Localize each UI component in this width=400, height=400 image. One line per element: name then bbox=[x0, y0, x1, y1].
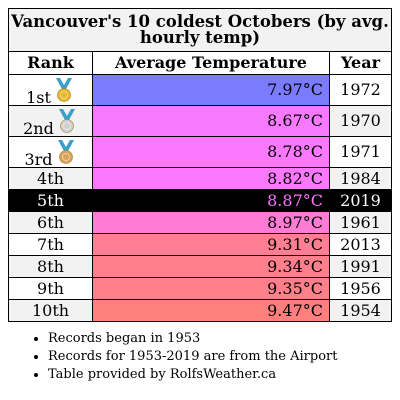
year-cell: 1972 bbox=[329, 74, 392, 106]
rank-label: 4th bbox=[37, 168, 64, 188]
temperature-cell: 9.34°C bbox=[92, 255, 330, 278]
temperature-cell: 9.35°C bbox=[92, 277, 330, 300]
year-cell: 1970 bbox=[329, 105, 392, 137]
table-row: 5th 8.87°C 2019 bbox=[8, 189, 392, 212]
rank-cell: 4th bbox=[8, 167, 93, 190]
rank-cell: 1st bbox=[8, 74, 93, 107]
temperature-cell: 8.78°C bbox=[92, 136, 330, 168]
table-row: 6th 8.97°C 1961 bbox=[8, 211, 392, 234]
records-table: Vancouver's 10 coldest Octobers (by avg.… bbox=[8, 8, 392, 322]
table-row: 2nd 8.67°C 1970 bbox=[8, 105, 392, 138]
note-item: Table provided by RolfsWeather.ca bbox=[48, 366, 337, 384]
year-cell: 2013 bbox=[329, 233, 392, 256]
notes-list: Records began in 1953 Records for 1953-2… bbox=[30, 330, 337, 384]
rank-cell: 9th bbox=[8, 277, 93, 300]
note-item: Records for 1953-2019 are from the Airpo… bbox=[48, 348, 337, 366]
year-cell: 1971 bbox=[329, 136, 392, 168]
temperature-cell: 9.47°C bbox=[92, 299, 330, 322]
table-row: 1st 7.97°C 1972 bbox=[8, 74, 392, 107]
temperature-cell: 9.31°C bbox=[92, 233, 330, 256]
table-row: 9th 9.35°C 1956 bbox=[8, 277, 392, 300]
table-row: 3rd 8.78°C 1971 bbox=[8, 136, 392, 169]
rank-label: 6th bbox=[37, 212, 64, 232]
note-item: Records began in 1953 bbox=[48, 330, 337, 348]
table-row: 8th 9.34°C 1991 bbox=[8, 255, 392, 278]
table-row: 7th 9.31°C 2013 bbox=[8, 233, 392, 256]
table-row: 4th 8.82°C 1984 bbox=[8, 167, 392, 190]
temperature-cell: 8.87°C bbox=[92, 189, 330, 212]
rank-cell: 3rd bbox=[8, 136, 93, 169]
temperature-cell: 8.67°C bbox=[92, 105, 330, 137]
year-cell: 1961 bbox=[329, 211, 392, 234]
rank-label: 10th bbox=[31, 300, 70, 320]
table-body: 1st 7.97°C 1972 2nd 8.67°C 1970 3rd 8.78°C 1971 4… bbox=[8, 74, 392, 322]
bronze-medal-icon bbox=[57, 140, 74, 164]
rank-cell: 5th bbox=[8, 189, 93, 212]
temperature-cell: 7.97°C bbox=[92, 74, 330, 106]
rank-label: 1st bbox=[26, 88, 51, 107]
rank-cell: 7th bbox=[8, 233, 93, 256]
year-cell: 1991 bbox=[329, 255, 392, 278]
year-cell: 2019 bbox=[329, 189, 392, 212]
rank-label: 5th bbox=[37, 190, 64, 210]
rank-label: 8th bbox=[37, 256, 64, 276]
year-cell: 1956 bbox=[329, 277, 392, 300]
temperature-cell: 8.97°C bbox=[92, 211, 330, 234]
temperature-cell: 8.82°C bbox=[92, 167, 330, 190]
year-cell: 1984 bbox=[329, 167, 392, 190]
year-header: Year bbox=[329, 51, 392, 75]
year-cell: 1954 bbox=[329, 299, 392, 322]
rank-cell: 8th bbox=[8, 255, 93, 278]
silver-medal-icon bbox=[58, 109, 75, 133]
table-title: Vancouver's 10 coldest Octobers (by avg.… bbox=[8, 8, 392, 52]
rank-cell: 2nd bbox=[8, 105, 93, 138]
temperature-header: Average Temperature bbox=[92, 51, 330, 75]
rank-label: 7th bbox=[37, 234, 64, 254]
rank-cell: 6th bbox=[8, 211, 93, 234]
gold-medal-icon bbox=[55, 78, 72, 102]
rank-label: 2nd bbox=[23, 119, 54, 138]
rank-label: 3rd bbox=[24, 150, 53, 169]
table-row: 10th 9.47°C 1954 bbox=[8, 299, 392, 322]
rank-cell: 10th bbox=[8, 299, 93, 322]
rank-label: 9th bbox=[37, 278, 64, 298]
rank-header: Rank bbox=[8, 51, 93, 75]
